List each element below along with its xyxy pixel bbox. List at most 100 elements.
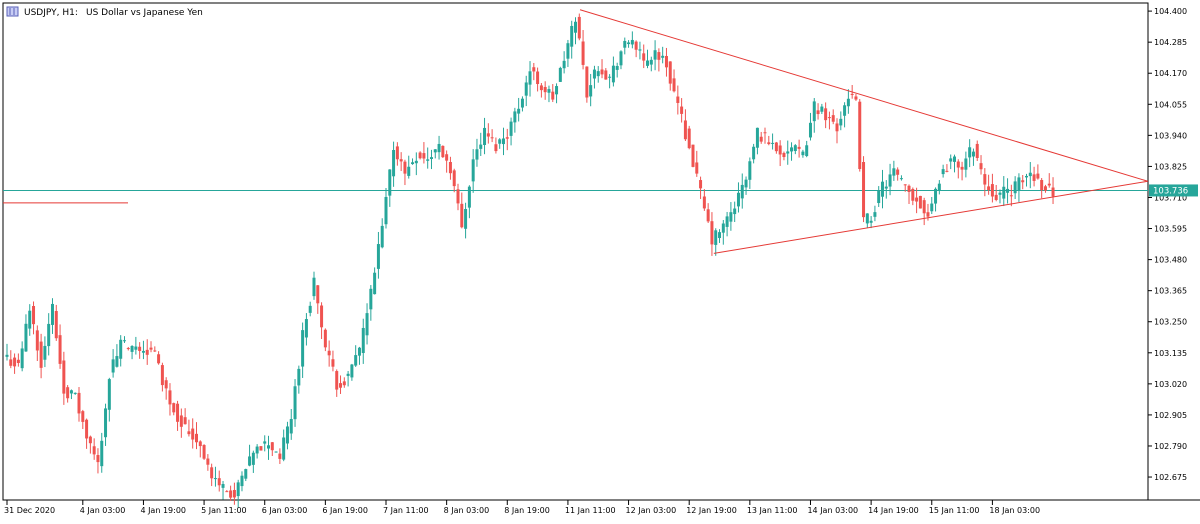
candle-bull <box>365 313 369 336</box>
candle-bear <box>316 285 320 304</box>
candle-bull <box>721 223 725 233</box>
candle-bull <box>880 181 884 197</box>
candle-bull <box>274 451 278 453</box>
x-tick-label: 18 Jan 03:00 <box>989 506 1040 515</box>
candle-bull <box>846 98 850 107</box>
candle-bull <box>297 368 301 386</box>
candle-bear <box>691 144 695 167</box>
candle-bull <box>661 55 665 58</box>
candle-bear <box>763 132 767 134</box>
candle-bull <box>596 71 600 77</box>
y-tick-label: 103.825 <box>1154 162 1187 171</box>
candle-bull <box>426 159 430 161</box>
x-tick-label: 6 Jan 19:00 <box>322 506 368 515</box>
candle-bull <box>608 76 612 78</box>
candle-bull <box>646 60 650 66</box>
candle-bear <box>710 221 714 245</box>
candle-bear <box>339 383 343 388</box>
candle-bear <box>153 350 157 352</box>
candle-bull <box>589 85 593 97</box>
candle-bull <box>141 350 145 353</box>
candle-bull <box>619 51 623 66</box>
candle-bull <box>812 101 816 122</box>
candle-bear <box>327 350 331 356</box>
candle-bull <box>301 330 305 367</box>
candle-bear <box>16 359 20 364</box>
candle-bear <box>323 329 327 348</box>
candle-bear <box>634 41 638 50</box>
candle-bear <box>767 142 771 145</box>
candle-bull <box>964 158 968 170</box>
candle-bull <box>388 169 392 196</box>
candle-bear <box>395 146 399 160</box>
candle-bull <box>808 122 812 138</box>
y-tick-label: 103.020 <box>1154 380 1187 389</box>
candle-bear <box>1036 173 1040 179</box>
candle-bull <box>475 149 479 160</box>
candle-bear <box>320 305 324 328</box>
candle-bear <box>778 145 782 155</box>
candle-bull <box>869 220 873 223</box>
candle-bull <box>771 142 775 144</box>
current-price-tag-layer: 103.736 <box>1149 184 1198 197</box>
candle-bull <box>107 379 111 410</box>
candle-bear <box>858 101 862 169</box>
candle-bull <box>119 339 123 359</box>
candle-bear <box>452 170 456 187</box>
candle-bear <box>862 162 866 218</box>
candle-bear <box>687 128 691 149</box>
candle-bear <box>217 478 221 486</box>
candle-bull <box>509 121 513 136</box>
candle-bull <box>873 212 877 217</box>
x-tick-label: 15 Jan 11:00 <box>929 506 980 515</box>
candle-bull <box>971 151 975 157</box>
candle-bear <box>195 433 198 443</box>
candle-bull <box>282 437 286 460</box>
candle-bull <box>574 21 577 33</box>
candle-bear <box>1021 180 1025 183</box>
candle-bull <box>369 288 373 310</box>
candle-bull <box>555 86 559 95</box>
candle-bull <box>736 192 740 207</box>
x-tick-label: 11 Jan 11:00 <box>565 506 616 515</box>
candle-bull <box>1006 188 1010 193</box>
candle-bull <box>50 303 54 325</box>
candle-bear <box>456 189 460 204</box>
candle-bull <box>793 145 797 152</box>
candle-bear <box>58 335 62 364</box>
candle-bear <box>399 159 403 162</box>
y-tick-label: 103.595 <box>1154 225 1187 234</box>
candle-bull <box>627 42 631 45</box>
candle-bear <box>702 196 706 209</box>
candle-bull <box>411 162 415 165</box>
candle-bear <box>126 348 130 350</box>
candle-bear <box>96 455 100 463</box>
candle-bull <box>308 305 312 313</box>
candle-bear <box>539 85 543 91</box>
candle-bull <box>968 147 972 158</box>
candle-bear <box>585 66 589 98</box>
candle-bull <box>111 359 115 373</box>
x-tick-label: 13 Jan 11:00 <box>747 506 798 515</box>
candle-bear <box>915 197 919 202</box>
x-tick-label: 4 Jan 19:00 <box>140 506 186 515</box>
candle-bull <box>839 118 843 126</box>
candle-bull <box>1013 181 1017 194</box>
candle-bull <box>611 65 615 83</box>
candle-bull <box>1002 186 1006 199</box>
x-tick-label: 5 Jan 11:00 <box>201 506 247 515</box>
candle-bear <box>581 41 585 65</box>
candle-bull <box>384 196 388 225</box>
y-tick-label: 104.285 <box>1154 38 1187 47</box>
candle-bull <box>122 340 126 342</box>
candle-bull <box>498 139 502 144</box>
candle-bear <box>551 91 555 100</box>
candle-bull <box>236 482 240 497</box>
candle-bear <box>149 347 153 350</box>
candle-bear <box>335 371 339 390</box>
candles-layer <box>5 13 1055 508</box>
candle-bear <box>994 194 998 200</box>
candle-bull <box>718 232 722 239</box>
candle-bear <box>577 16 581 39</box>
